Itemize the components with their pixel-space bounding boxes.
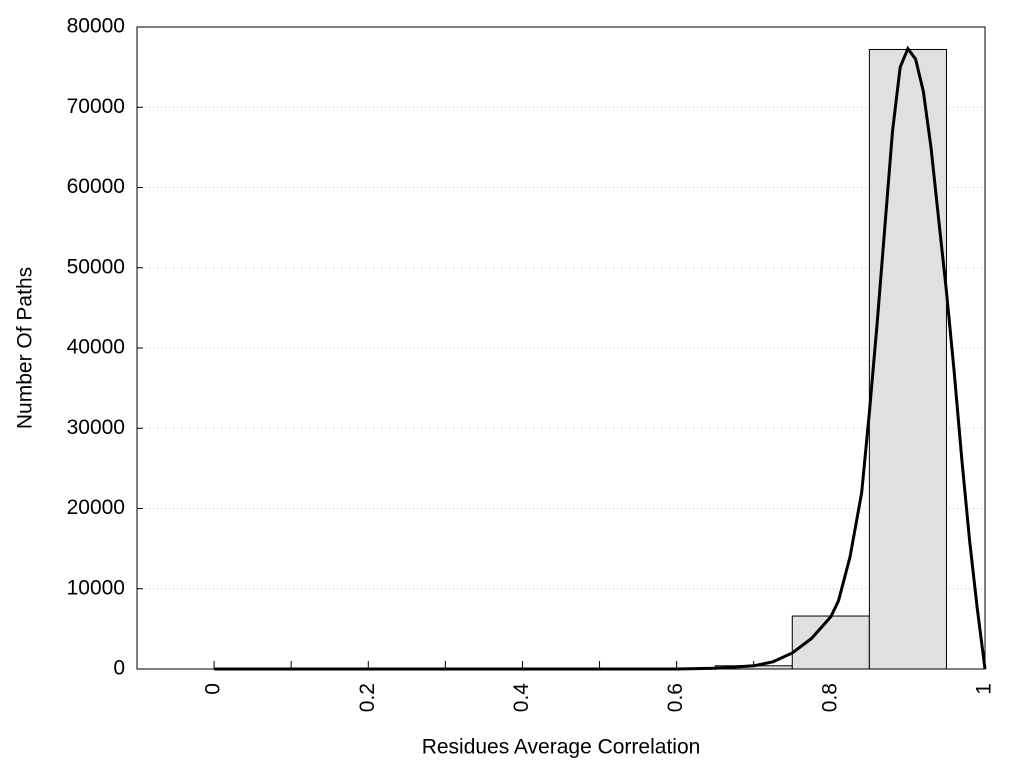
x-axis-label: Residues Average Correlation [422,736,701,759]
y-tick-label: 60000 [67,175,125,198]
y-axis-label: Number Of Paths [14,267,37,429]
y-tick-label: 10000 [67,576,125,599]
x-tick-label: 0.2 [356,683,379,712]
x-tick-label: 1 [973,683,996,695]
plot-frame [136,26,986,670]
y-tick-label: 20000 [67,496,125,519]
x-tick-label: 0.4 [510,683,533,713]
x-tick-label: 0.8 [818,683,841,712]
x-tick-label: 0.6 [664,683,687,712]
y-tick-label: 0 [113,657,125,680]
histogram-bar [868,48,947,670]
y-tick-label: 50000 [67,255,125,278]
y-tick-label: 70000 [67,95,125,118]
y-tick-label: 40000 [67,336,125,359]
y-tick-label: 80000 [67,15,125,38]
y-tick-label: 30000 [67,416,125,439]
x-tick-label: 0 [202,683,225,695]
